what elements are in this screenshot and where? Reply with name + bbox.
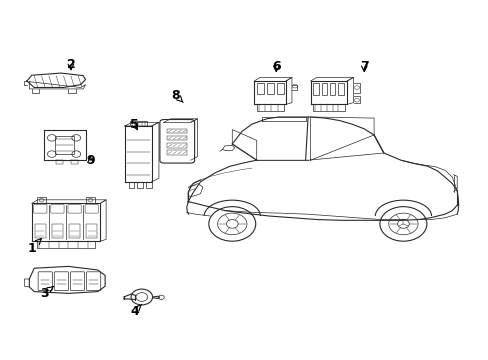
Text: 7: 7: [359, 60, 368, 73]
Text: 8: 8: [171, 89, 183, 102]
Text: 2: 2: [66, 58, 75, 71]
Text: 3: 3: [40, 287, 53, 300]
Text: 5: 5: [130, 118, 139, 131]
Text: 9: 9: [86, 154, 95, 167]
Text: 1: 1: [27, 239, 41, 255]
Text: 6: 6: [271, 60, 280, 73]
Text: 4: 4: [130, 304, 142, 318]
